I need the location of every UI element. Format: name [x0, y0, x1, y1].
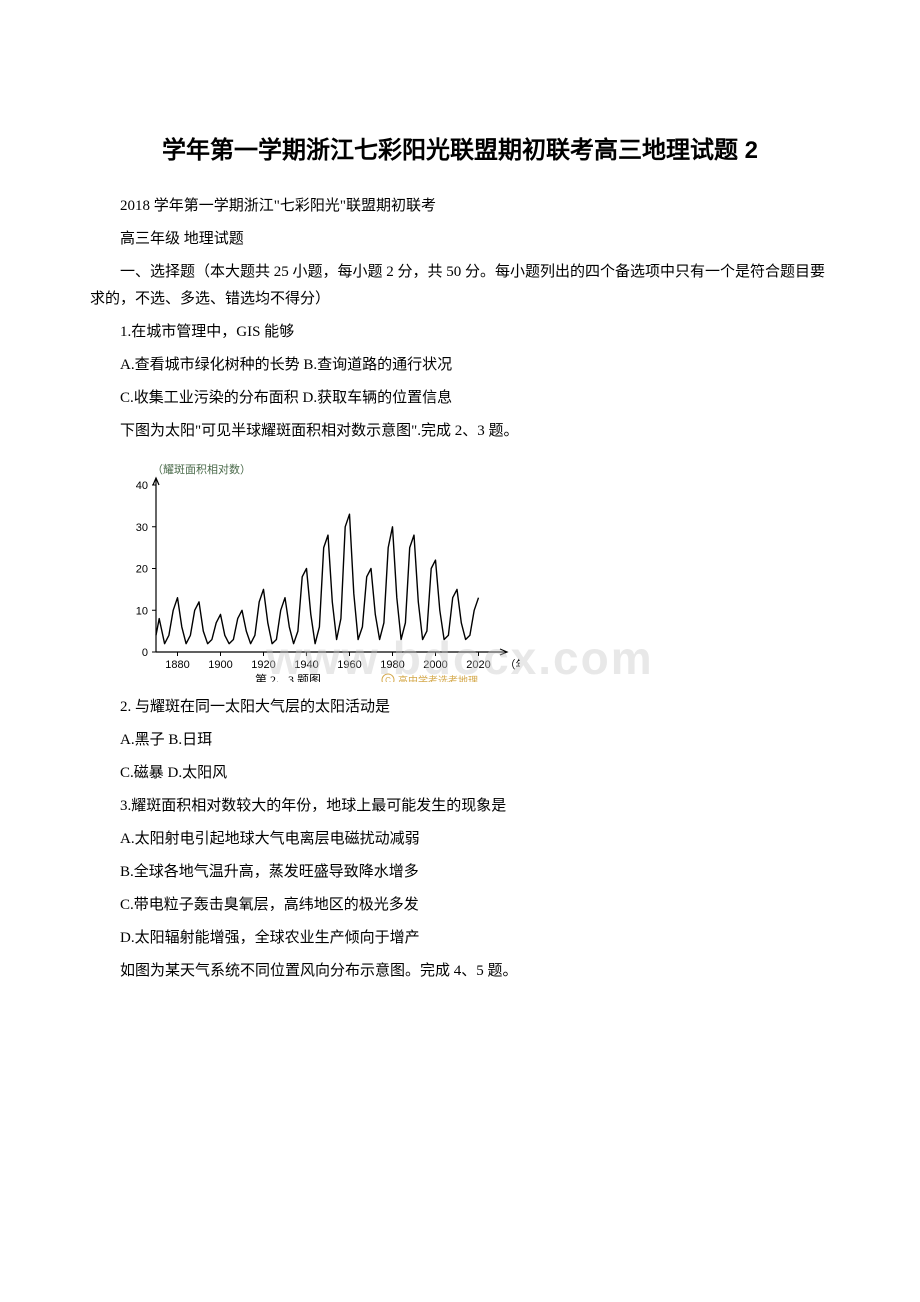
question-3-option-a: A.太阳射电引起地球大气电离层电磁扰动减弱: [90, 826, 830, 853]
question-3: 3.耀斑面积相对数较大的年份，地球上最可能发生的现象是: [90, 793, 830, 820]
section-instruction: 一、选择题（本大题共 25 小题，每小题 2 分，共 50 分。每小题列出的四个…: [90, 259, 830, 313]
question-1: 1.在城市管理中，GIS 能够: [90, 319, 830, 346]
svg-text:10: 10: [136, 605, 148, 617]
svg-text:1880: 1880: [165, 659, 189, 671]
question-2-options-ab: A.黑子 B.日珥: [90, 727, 830, 754]
question-2-options-cd: C.磁暴 D.太阳风: [90, 760, 830, 787]
subtitle-line-2: 高三年级 地理试题: [90, 226, 830, 253]
question-2: 2. 与耀斑在同一太阳大气层的太阳活动是: [90, 694, 830, 721]
sunspot-chart-svg: （耀斑面积相对数） 0 10 20 30 40 1880 1900 1920 1940 1960 19…: [120, 457, 520, 682]
question-1-options-cd: C.收集工业污染的分布面积 D.获取车辆的位置信息: [90, 385, 830, 412]
svg-text:2000: 2000: [423, 659, 447, 671]
svg-text:1960: 1960: [337, 659, 361, 671]
question-3-option-b: B.全球各地气温升高，蒸发旺盛导致降水增多: [90, 859, 830, 886]
svg-text:2020: 2020: [466, 659, 490, 671]
svg-text:C: C: [385, 676, 391, 682]
svg-text:高中学考选考地理: 高中学考选考地理: [398, 674, 478, 682]
svg-text:1980: 1980: [380, 659, 404, 671]
question-4-5-intro: 如图为某天气系统不同位置风向分布示意图。完成 4、5 题。: [90, 958, 830, 985]
svg-text:1920: 1920: [251, 659, 275, 671]
svg-text:第 2、3 题图: 第 2、3 题图: [255, 673, 321, 682]
document-title: 学年第一学期浙江七彩阳光联盟期初联考高三地理试题 2: [90, 130, 830, 165]
subtitle-line-1: 2018 学年第一学期浙江"七彩阳光"联盟期初联考: [90, 193, 830, 220]
question-1-options-ab: A.查看城市绿化树种的长势 B.查询道路的通行状况: [90, 352, 830, 379]
chart-intro: 下图为太阳"可见半球耀斑面积相对数示意图".完成 2、3 题。: [90, 418, 830, 445]
svg-text:1940: 1940: [294, 659, 318, 671]
question-3-option-d: D.太阳辐射能增强，全球农业生产倾向于增产: [90, 925, 830, 952]
svg-text:0: 0: [142, 647, 148, 659]
svg-text:（耀斑面积相对数）: （耀斑面积相对数）: [152, 462, 251, 476]
svg-text:1900: 1900: [208, 659, 232, 671]
sunspot-chart: （耀斑面积相对数） 0 10 20 30 40 1880 1900 1920 1940 1960 19…: [120, 457, 830, 682]
svg-text:30: 30: [136, 522, 148, 534]
svg-text:（年）: （年）: [505, 657, 521, 671]
svg-text:40: 40: [136, 480, 148, 492]
question-3-option-c: C.带电粒子轰击臭氧层，高纬地区的极光多发: [90, 892, 830, 919]
svg-text:20: 20: [136, 564, 148, 576]
